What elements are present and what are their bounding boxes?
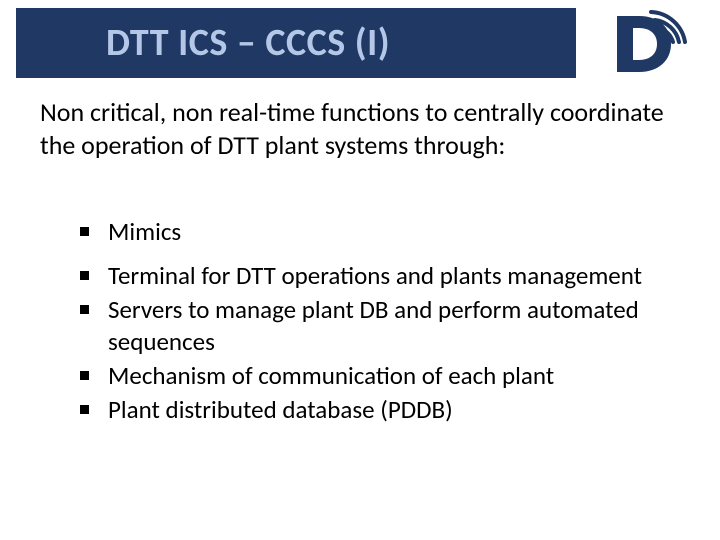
list-item: Servers to manage plant DB and perform a… xyxy=(80,294,670,358)
list-item: Terminal for DTT operations and plants m… xyxy=(80,260,670,292)
intro-paragraph: Non critical, non real-time functions to… xyxy=(40,96,680,161)
bullet-list: Mimics Terminal for DTT operations and p… xyxy=(80,216,670,428)
title-bar: DTT ICS – CCCS (I) xyxy=(16,8,576,78)
dtt-logo-icon xyxy=(605,6,689,82)
slide-title: DTT ICS – CCCS (I) xyxy=(106,20,390,66)
list-item: Plant distributed database (PDDB) xyxy=(80,394,670,426)
dtt-logo xyxy=(602,4,692,84)
list-item: Mechanism of communication of each plant xyxy=(80,360,670,392)
list-item: Mimics xyxy=(80,216,670,248)
